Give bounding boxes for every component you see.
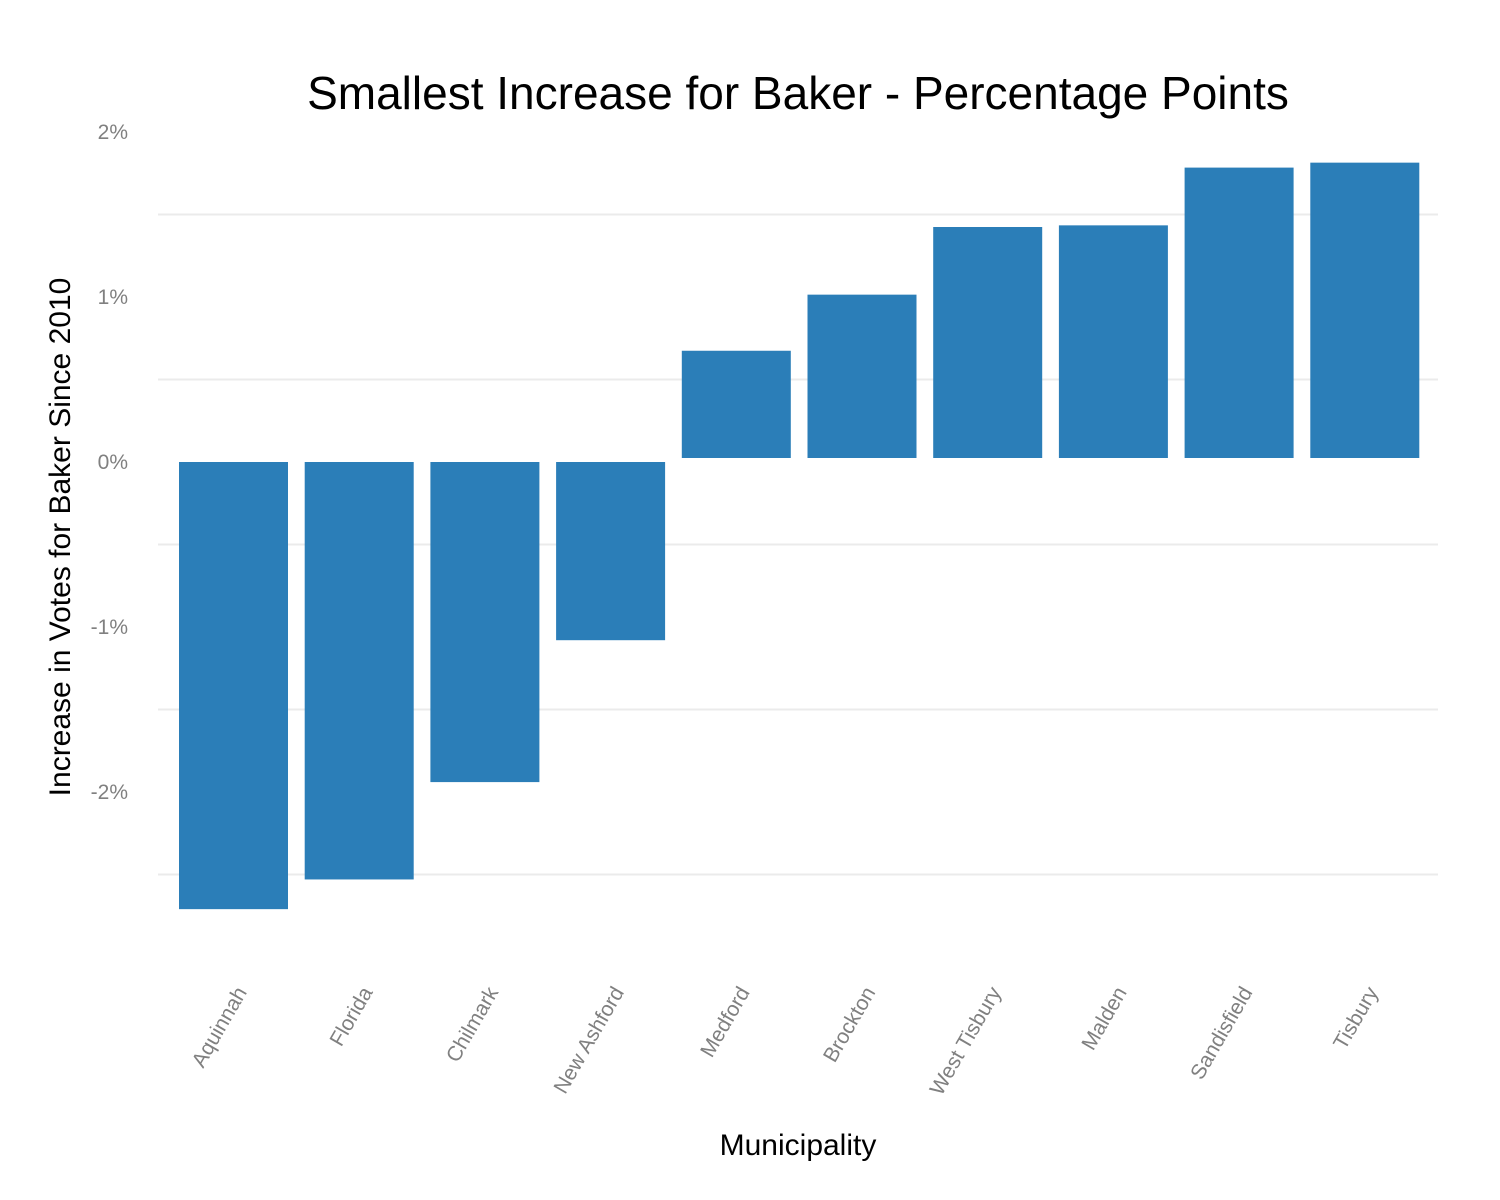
x-tick-label: Sandisfield bbox=[1186, 983, 1257, 1083]
bar-medford bbox=[681, 350, 791, 458]
x-axis-title: Municipality bbox=[720, 1129, 877, 1162]
x-tick-label: Malden bbox=[1077, 983, 1131, 1054]
x-tick-label: New Ashford bbox=[549, 983, 628, 1098]
y-tick-label: -2% bbox=[91, 781, 128, 804]
x-tick-label: Chilmark bbox=[442, 983, 504, 1067]
bar-chilmark bbox=[430, 462, 540, 783]
y-tick-label: -1% bbox=[91, 616, 128, 639]
x-tick-labels: Aquinnah Florida Chilmark New Ashford Medfor… bbox=[188, 983, 1384, 1100]
y-axis-title: Increase in Votes for Baker Since 2010 bbox=[44, 278, 77, 797]
y-tick-labels: 2% 1% 0% -1% -2% bbox=[91, 121, 128, 804]
bars bbox=[179, 162, 1420, 910]
x-tick-label: Florida bbox=[326, 983, 378, 1050]
x-tick-label: Brockton bbox=[819, 983, 880, 1066]
x-tick-label: Tisbury bbox=[1329, 983, 1383, 1054]
bar-florida bbox=[304, 462, 414, 880]
bar-new-ashford bbox=[556, 462, 666, 641]
x-tick-label: Medford bbox=[696, 983, 754, 1061]
bar-sandisfield bbox=[1184, 167, 1294, 458]
y-tick-label: 0% bbox=[98, 451, 128, 474]
bar-aquinnah bbox=[179, 462, 288, 910]
x-tick-label: Aquinnah bbox=[188, 983, 252, 1071]
chart-title: Smallest Increase for Baker - Percentage… bbox=[307, 67, 1289, 119]
y-tick-label: 2% bbox=[98, 121, 128, 144]
bar-tisbury bbox=[1310, 162, 1420, 458]
x-tick-label: West Tisbury bbox=[926, 983, 1007, 1100]
bar-brockton bbox=[807, 294, 917, 458]
bar-malden bbox=[1058, 225, 1168, 458]
bar-west-tisbury bbox=[933, 227, 1043, 458]
y-tick-label: 1% bbox=[98, 286, 128, 309]
